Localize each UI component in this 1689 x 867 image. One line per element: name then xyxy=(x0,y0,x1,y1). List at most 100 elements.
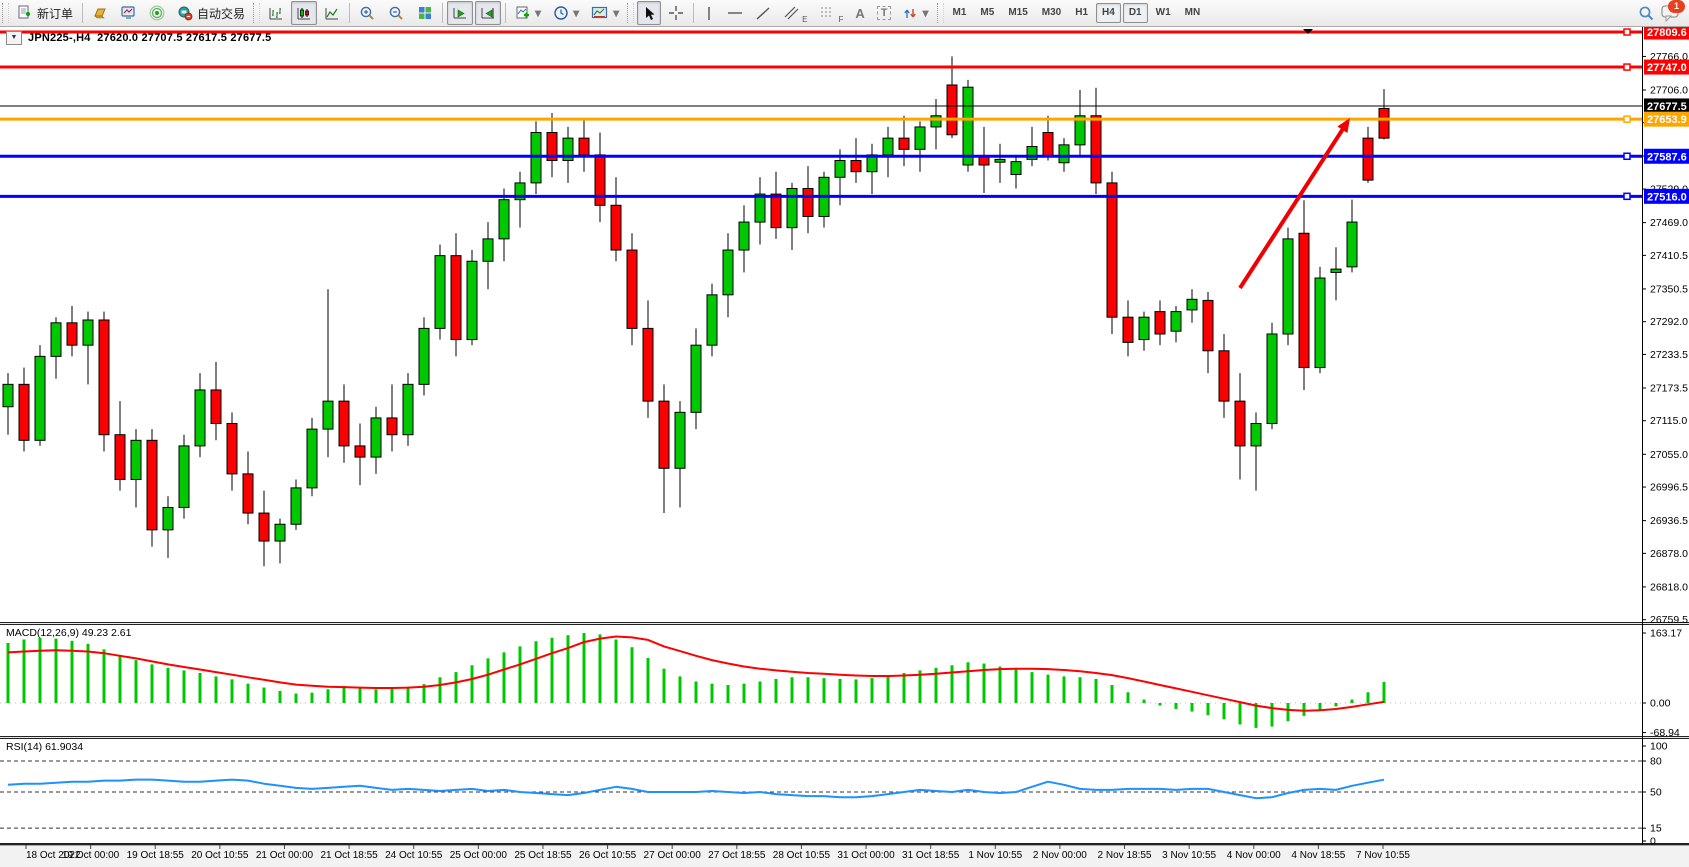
terminal-icon xyxy=(121,6,135,19)
tile-windows-button[interactable] xyxy=(412,1,438,25)
bar-chart-button[interactable] xyxy=(263,1,289,25)
svg-text:28 Oct 10:55: 28 Oct 10:55 xyxy=(773,850,831,861)
candlestick-chart-button[interactable] xyxy=(291,1,318,25)
chart-title: JPN225-,H4 27620.0 27707.5 27617.5 27677… xyxy=(28,32,271,44)
dropdown-caret-icon: ▾ xyxy=(613,6,620,20)
signals-icon xyxy=(149,5,165,21)
zoom-out-icon xyxy=(389,6,403,20)
text-label-icon: T xyxy=(876,6,892,20)
svg-text:0.00: 0.00 xyxy=(1650,698,1671,710)
new-order-button[interactable]: 新订单 xyxy=(12,1,78,25)
crosshair-button[interactable] xyxy=(663,1,689,25)
text-label-button[interactable]: T xyxy=(872,1,897,25)
svg-text:7 Nov 10:55: 7 Nov 10:55 xyxy=(1356,850,1410,861)
svg-text:26936.5: 26936.5 xyxy=(1650,515,1688,527)
vertical-line-button[interactable] xyxy=(698,1,720,25)
svg-text:27350.5: 27350.5 xyxy=(1650,283,1688,295)
chart-shift-button[interactable] xyxy=(475,1,502,25)
svg-text:2 Nov 18:55: 2 Nov 18:55 xyxy=(1098,850,1152,861)
fibonacci-letter: F xyxy=(838,15,844,24)
text-icon: A xyxy=(855,5,865,21)
candlestick-chart-icon xyxy=(297,7,311,19)
timeframe-button-D1[interactable]: D1 xyxy=(1122,3,1148,23)
toolbar-grip[interactable] xyxy=(936,3,944,23)
horizontal-line-button[interactable] xyxy=(722,1,748,25)
timeframe-button-H4[interactable]: H4 xyxy=(1096,3,1121,23)
svg-text:80: 80 xyxy=(1650,756,1662,768)
equidistant-channel-button[interactable]: E xyxy=(778,1,812,25)
svg-text:27747.0: 27747.0 xyxy=(1647,62,1687,74)
market-depth-icon xyxy=(94,8,106,19)
svg-text:0: 0 xyxy=(1650,836,1656,848)
svg-text:26759.5: 26759.5 xyxy=(1650,614,1688,626)
svg-text:27410.5: 27410.5 xyxy=(1650,250,1688,262)
timeframe-button-M15[interactable]: M15 xyxy=(1008,7,1028,18)
svg-text:26818.0: 26818.0 xyxy=(1650,581,1688,593)
chart-shift-icon xyxy=(481,7,495,18)
dropdown-caret-icon: ▾ xyxy=(535,6,542,20)
text-button[interactable]: A xyxy=(850,1,869,25)
autotrading-label: 自动交易 xyxy=(197,6,246,21)
svg-text:27516.0: 27516.0 xyxy=(1647,191,1687,203)
timeframe-button-M1[interactable]: M1 xyxy=(952,7,967,18)
dropdown-caret-icon: ▾ xyxy=(922,6,929,20)
svg-text:25 Oct 00:00: 25 Oct 00:00 xyxy=(450,850,508,861)
fibonacci-button[interactable]: F xyxy=(814,1,848,25)
svg-text:20 Oct 10:55: 20 Oct 10:55 xyxy=(191,850,249,861)
cursor-button[interactable] xyxy=(637,1,662,25)
new-order-icon xyxy=(18,5,30,19)
channel-letter: E xyxy=(802,15,808,24)
templates-button[interactable]: ▾ xyxy=(586,1,624,25)
zoom-in-button[interactable] xyxy=(354,1,381,25)
market-depth-button[interactable] xyxy=(87,1,113,25)
line-chart-button[interactable] xyxy=(319,1,345,25)
clock-icon xyxy=(554,6,568,20)
signals-button[interactable] xyxy=(144,1,170,25)
notification-badge: 1 xyxy=(1668,0,1685,13)
horizontal-line-icon xyxy=(728,12,743,14)
toolbar-grip[interactable] xyxy=(2,3,9,23)
indicators-button[interactable]: ▾ xyxy=(510,1,546,25)
svg-text:27233.5: 27233.5 xyxy=(1650,349,1688,361)
periods-button[interactable]: ▾ xyxy=(548,1,584,25)
toolbar-separator xyxy=(349,3,351,23)
terminal-button[interactable] xyxy=(115,1,142,25)
svg-text:27 Oct 00:00: 27 Oct 00:00 xyxy=(644,850,702,861)
svg-text:100: 100 xyxy=(1650,741,1668,753)
svg-text:27055.0: 27055.0 xyxy=(1650,449,1688,461)
one-click-trading-button[interactable]: ▼ xyxy=(6,31,22,45)
tile-windows-icon xyxy=(419,7,432,19)
trendline-button[interactable] xyxy=(750,1,776,25)
timeframe-button-M5[interactable]: M5 xyxy=(980,7,995,18)
svg-text:31 Oct 00:00: 31 Oct 00:00 xyxy=(837,850,895,861)
svg-text:163.17: 163.17 xyxy=(1650,628,1682,640)
search-icon[interactable] xyxy=(1638,5,1655,22)
line-chart-icon xyxy=(325,7,339,19)
svg-text:27653.9: 27653.9 xyxy=(1647,114,1687,126)
svg-text:19 Oct 00:00: 19 Oct 00:00 xyxy=(62,850,120,861)
svg-text:26878.0: 26878.0 xyxy=(1650,548,1688,560)
arrows-button[interactable]: ▾ xyxy=(898,1,933,25)
svg-text:50: 50 xyxy=(1650,787,1662,799)
timeframe-button-M30[interactable]: M30 xyxy=(1041,7,1062,18)
notifications-button[interactable]: 1 xyxy=(1661,0,1685,23)
timeframe-button-H1[interactable]: H1 xyxy=(1075,7,1089,18)
timeframe-button-MN[interactable]: MN xyxy=(1184,7,1201,18)
toolbar-grip[interactable] xyxy=(253,3,261,23)
svg-text:27173.5: 27173.5 xyxy=(1650,382,1688,394)
timeframe-button-W1[interactable]: W1 xyxy=(1155,7,1171,18)
zoom-out-button[interactable] xyxy=(383,1,410,25)
vertical-line-icon xyxy=(708,6,710,20)
svg-text:21 Oct 00:00: 21 Oct 00:00 xyxy=(256,850,314,861)
toolbar-grip[interactable] xyxy=(627,3,635,23)
auto-scroll-icon xyxy=(453,7,467,18)
svg-text:4 Nov 00:00: 4 Nov 00:00 xyxy=(1227,850,1281,861)
dropdown-caret-icon: ▾ xyxy=(573,6,580,20)
trendline-icon xyxy=(756,6,770,20)
autotrading-button[interactable]: 自动交易 xyxy=(172,1,250,25)
svg-text:27587.6: 27587.6 xyxy=(1647,151,1687,163)
toolbar-separator xyxy=(442,3,444,23)
auto-scroll-button[interactable] xyxy=(447,1,474,25)
